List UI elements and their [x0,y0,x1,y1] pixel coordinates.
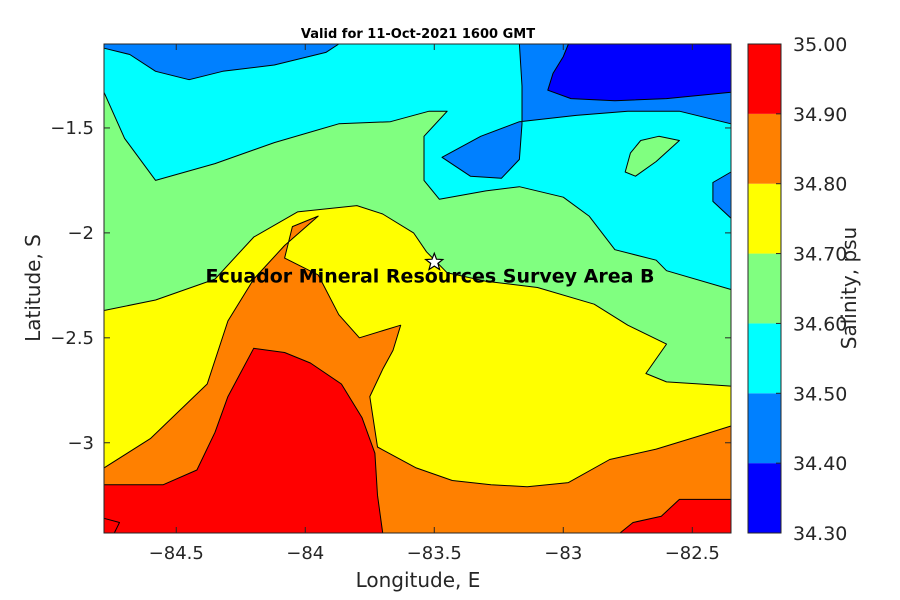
colorbar-tick-label: 34.70 [793,244,847,266]
colorbar: 34.30 34.40 34.50 34.60 34.70 34.80 34.90 35.00 [747,34,847,545]
colorbar-segment [748,393,781,464]
colorbar-tick-label: 35.00 [793,34,847,56]
colorbar-segment [748,183,781,254]
contour-region-4 [547,43,732,102]
colorbar-frame [747,43,782,534]
y-tick-label: −1.5 [50,118,94,139]
x-axis-title: Longitude, E [356,568,481,592]
contour-region-9 [103,347,384,534]
plot-title: Valid for 11-Oct-2021 1600 GMT [301,27,535,42]
colorbar-segment [748,113,781,184]
colorbar-tick-label: 34.60 [793,313,847,335]
colorbar-segment [748,44,781,114]
x-tick-label: −84.5 [149,543,204,564]
survey-annotation: Ecuador Mineral Resources Survey Area B [206,251,655,287]
colorbar-segment [748,323,781,394]
colorbar-title: Salinity, psu [837,227,861,349]
colorbar-tick-label: 34.50 [793,383,847,405]
colorbar-tick-label: 34.30 [793,523,847,545]
colorbar-tick-label: 34.80 [793,174,847,196]
contour-region-6 [624,135,680,177]
y-axis-title: Latitude, S [21,234,45,342]
colorbar-segment [748,463,781,533]
contour-region-1 [103,43,340,81]
plot-frame [103,43,732,534]
x-tick-label: −84 [286,543,324,564]
x-tick-label: −83.5 [407,543,462,564]
contour-regions [103,43,732,534]
colorbar-tick-label: 34.40 [793,453,847,475]
survey-area-label: Ecuador Mineral Resources Survey Area B [206,265,655,287]
y-tick-label: −2 [67,223,94,244]
colorbar-tick-label: 34.90 [793,104,847,126]
x-tick-label: −82.5 [665,543,720,564]
star-icon [424,251,445,271]
x-tick-label: −83 [544,543,582,564]
x-axis: −84.5 −84 −83.5 −83 −82.5 [149,44,720,564]
y-tick-label: −3 [67,433,94,454]
y-tick-label: −2.5 [50,328,94,349]
colorbar-segment [748,253,781,324]
y-axis: −1.5 −2 −2.5 −3 [50,118,731,454]
